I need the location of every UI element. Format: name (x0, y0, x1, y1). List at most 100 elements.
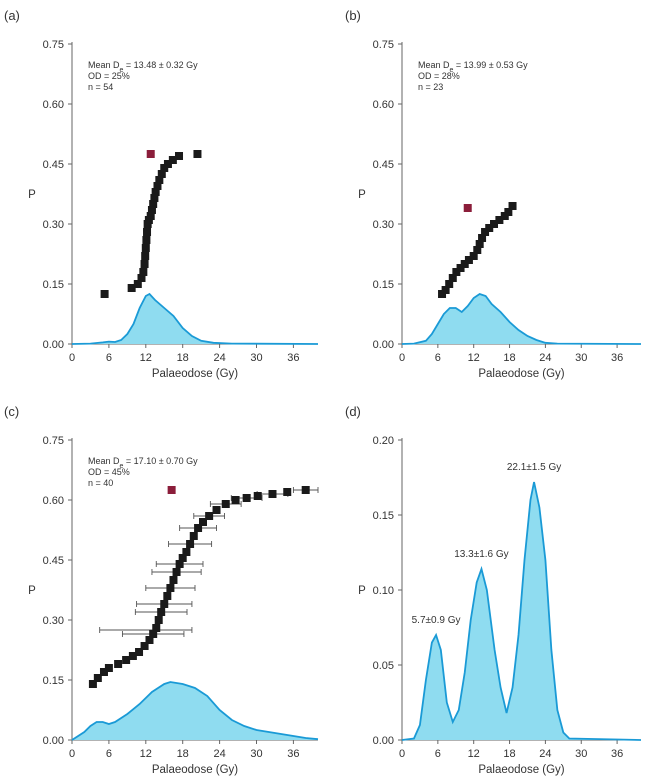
y-axis-title: P (28, 189, 36, 201)
data-point (212, 506, 221, 514)
data-point (88, 680, 97, 688)
x-tick-label: 12 (140, 352, 152, 364)
data-point (163, 592, 172, 600)
kde-fill (72, 682, 318, 740)
peak-label: 5.7±0.9 Gy (412, 615, 461, 626)
data-point (122, 656, 131, 664)
y-tick-label: 0.30 (43, 615, 64, 627)
x-tick-label: 36 (287, 748, 299, 760)
data-point (473, 246, 482, 254)
data-point (504, 208, 513, 216)
y-axis-title: P (358, 189, 366, 201)
y-tick-label: 0.15 (43, 279, 64, 291)
kde-fill (72, 294, 318, 344)
data-point (139, 268, 148, 276)
data-point (149, 200, 158, 208)
x-tick-label: 30 (250, 748, 262, 760)
data-point (495, 216, 504, 224)
panel-label: (d) (345, 404, 361, 419)
x-tick-label: 12 (140, 748, 152, 760)
data-point (193, 150, 202, 158)
peak-label: 13.3±1.6 Gy (454, 549, 508, 560)
kde-line (71, 681, 319, 741)
x-tick-label: 6 (435, 748, 441, 760)
data-point (445, 280, 454, 288)
x-tick-label: 36 (611, 352, 623, 364)
data-point (157, 608, 166, 616)
data-point (452, 268, 461, 276)
data-point (242, 494, 251, 502)
x-tick-label: 6 (106, 748, 112, 760)
x-axis-title: Palaeodose (Gy) (478, 764, 564, 776)
x-axis-title: Palaeodose (Gy) (152, 368, 238, 380)
data-point (140, 260, 149, 268)
data-point (135, 648, 144, 656)
data-point (157, 170, 166, 178)
data-point (205, 512, 214, 520)
data-point (253, 492, 262, 500)
annotation-od: OD = 25% (88, 71, 130, 81)
x-tick-label: 30 (250, 352, 262, 364)
data-point (163, 160, 172, 168)
x-axis-title: Palaeodose (Gy) (152, 764, 238, 776)
data-point (475, 240, 484, 248)
x-tick-label: 24 (539, 748, 551, 760)
y-tick-label: 0.60 (43, 99, 64, 111)
annotation-mean: Mean De = 13.48 ± 0.32 Gy (88, 60, 198, 74)
annotation-od: OD = 28% (418, 71, 460, 81)
y-tick-label: 0.60 (43, 495, 64, 507)
annotation-mean-prefix: Mean D (418, 60, 450, 70)
data-point (168, 156, 177, 164)
annotation-mean-prefix: Mean D (88, 60, 120, 70)
data-point (464, 256, 473, 264)
y-tick-label: 0.75 (43, 435, 64, 447)
y-tick-label: 0.00 (373, 735, 394, 747)
x-tick-label: 24 (539, 352, 551, 364)
y-tick-label: 0.00 (43, 735, 64, 747)
y-tick-label: 0.15 (373, 510, 394, 522)
data-point (268, 490, 277, 498)
y-tick-label: 0.00 (43, 339, 64, 351)
data-point (169, 576, 178, 584)
data-point (460, 260, 469, 268)
x-tick-label: 18 (177, 352, 189, 364)
highlight-point (463, 204, 472, 212)
y-tick-label: 0.60 (373, 99, 394, 111)
x-tick-label: 18 (503, 352, 515, 364)
data-point (140, 642, 149, 650)
panel-a: (a) 0.00 0.15 0.30 0.45 0.60 0.75 0 6 12 18 24 30 36 P… (4, 8, 319, 380)
panel-b: (b) 0.00 0.15 0.30 0.45 0.60 0.75 0 6 12 18 24 30 36 P… (345, 8, 642, 380)
data-point (478, 234, 487, 242)
data-point (151, 188, 160, 196)
data-point (301, 486, 310, 494)
y-tick-label: 0.45 (43, 159, 64, 171)
data-point (143, 228, 152, 236)
y-tick-label: 0.45 (373, 159, 394, 171)
data-point (146, 212, 155, 220)
data-point (198, 518, 207, 526)
data-point (186, 540, 195, 548)
data-point (481, 228, 490, 236)
data-point (141, 244, 150, 252)
y-tick-label: 0.00 (373, 339, 394, 351)
data-point (142, 236, 151, 244)
data-point (182, 548, 191, 556)
panel-c: (c) 0.00 0.15 0.30 0.45 0.60 0.75 0 6 12 18 24 30 36 P… (4, 404, 319, 776)
y-tick-label: 0.30 (373, 219, 394, 231)
x-tick-label: 30 (575, 352, 587, 364)
x-tick-label: 30 (575, 748, 587, 760)
y-tick-label: 0.10 (373, 585, 394, 597)
kde-fill (402, 482, 641, 740)
annotation-mean-value: = 13.48 ± 0.32 Gy (123, 60, 198, 70)
panel-label: (c) (4, 404, 19, 419)
x-axis-title: Palaeodose (Gy) (478, 368, 564, 380)
data-point (100, 290, 109, 298)
x-tick-label: 24 (213, 352, 225, 364)
data-point (456, 264, 465, 272)
data-point (175, 152, 184, 160)
y-axis-title: P (358, 585, 366, 597)
y-tick-label: 0.15 (43, 675, 64, 687)
data-point (178, 554, 187, 562)
annotation-mean-subscript: e (120, 67, 124, 74)
